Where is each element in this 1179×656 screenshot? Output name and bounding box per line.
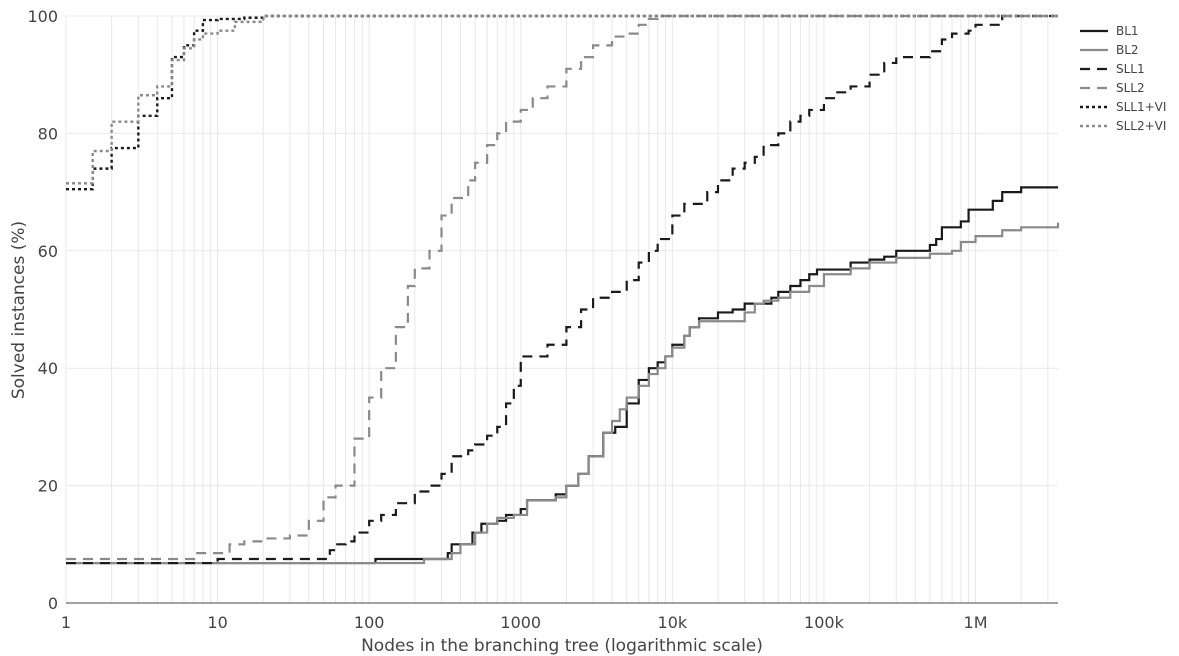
x-axis-title: Nodes in the branching tree (logarithmic… xyxy=(361,636,763,656)
y-axis-title: Solved instances (%) xyxy=(9,221,29,399)
y-tick-label: 60 xyxy=(38,242,58,261)
x-tick-labels: 1 10 100 1000 10k 100k 1M xyxy=(61,613,988,632)
x-tick-label: 1M xyxy=(964,613,988,632)
x-tick-label: 1000 xyxy=(500,613,541,632)
legend-label: BL1 xyxy=(1116,24,1139,38)
y-tick-label: 0 xyxy=(48,594,58,613)
x-tick-label: 100 xyxy=(354,613,385,632)
legend-label: SLL2 xyxy=(1116,81,1145,95)
y-tick-label: 100 xyxy=(27,7,58,26)
x-tick-label: 10k xyxy=(658,613,688,632)
grid xyxy=(65,15,1058,603)
series-line-bl1 xyxy=(66,186,1058,565)
legend: BL1 BL2 SLL1 SLL2 SLL1+VI SLL2+VI xyxy=(1080,24,1166,133)
x-tick-label: 10 xyxy=(207,613,227,632)
series-line-sll1 xyxy=(66,14,1058,565)
legend-label: SLL1 xyxy=(1116,62,1145,76)
y-tick-label: 80 xyxy=(38,124,58,143)
legend-label: SLL2+VI xyxy=(1116,119,1166,133)
x-tick-label: 1 xyxy=(61,613,71,632)
series-line-sll2 xyxy=(66,14,1058,561)
series-line-bl2 xyxy=(66,222,1060,565)
legend-label: BL2 xyxy=(1116,43,1139,57)
series-line-sll2-vi xyxy=(66,14,1058,185)
y-tick-label: 40 xyxy=(38,359,58,378)
y-tick-label: 20 xyxy=(38,477,58,496)
x-tick-label: 100k xyxy=(804,613,845,632)
series-layer xyxy=(66,14,1060,565)
y-tick-labels: 0 20 40 60 80 100 xyxy=(27,7,58,613)
series-line-sll1-vi xyxy=(66,14,1058,191)
legend-label: SLL1+VI xyxy=(1116,100,1166,114)
